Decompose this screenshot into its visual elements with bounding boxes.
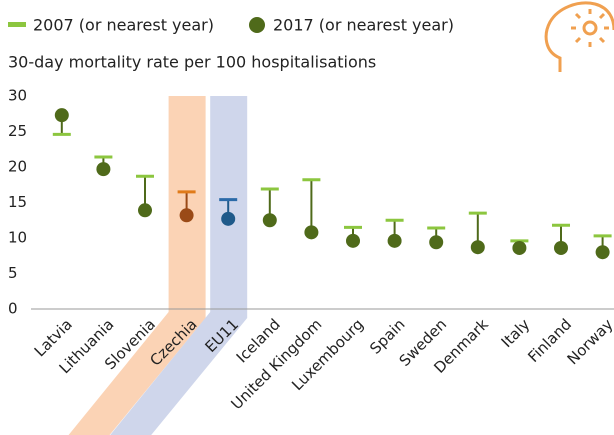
subtitle: 30-day mortality rate per 100 hospitalis…	[8, 53, 376, 72]
dot-2017	[470, 240, 485, 255]
dot-2017	[595, 245, 610, 260]
highlight-bands	[68, 96, 248, 435]
y-tick-label: 10	[8, 229, 27, 247]
y-tick-label: 30	[8, 87, 27, 105]
y-tick-label: 25	[8, 122, 27, 140]
highlight-band	[68, 96, 206, 435]
brain-icon	[544, 1, 614, 72]
y-tick-label: 20	[8, 158, 27, 176]
dot-2017	[96, 162, 111, 177]
dot-2017	[54, 108, 69, 123]
y-tick-label: 5	[8, 264, 18, 282]
legend-label: 2007 (or nearest year)	[33, 16, 214, 35]
dot-2017	[221, 211, 236, 226]
legend-swatch	[8, 22, 26, 27]
y-tick-label: 0	[8, 300, 18, 318]
y-tick-label: 15	[8, 193, 27, 211]
dot-2017	[304, 225, 319, 240]
legend-swatch	[249, 17, 265, 33]
dot-2017	[138, 203, 152, 218]
highlight-band	[110, 96, 248, 435]
dot-2017	[346, 233, 360, 248]
x-tick-label: Norway	[564, 315, 614, 368]
dot-2017	[387, 233, 402, 248]
dot-2017	[554, 240, 568, 255]
dot-2017	[262, 213, 277, 228]
legend-label: 2017 (or nearest year)	[273, 16, 454, 35]
dot-2017	[179, 208, 194, 223]
dot-2017	[512, 240, 527, 255]
dot-2017	[429, 235, 444, 250]
x-tick-label: Italy	[498, 315, 534, 351]
